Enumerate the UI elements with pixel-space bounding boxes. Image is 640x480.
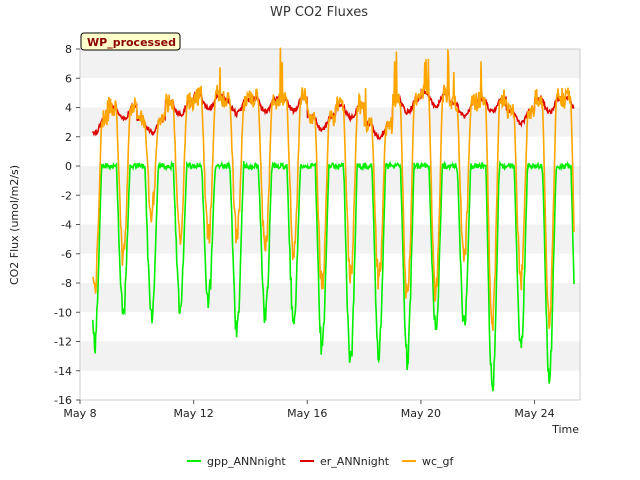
y-tick-label: 6: [65, 72, 72, 85]
x-tick-label: May 16: [287, 407, 327, 420]
x-tick-label: May 12: [174, 407, 214, 420]
legend-item: gpp_ANNnight: [187, 455, 286, 468]
legend-item: wc_gf: [402, 455, 455, 468]
x-tick-label: May 20: [401, 407, 441, 420]
y-tick-label: -16: [54, 394, 72, 407]
y-tick-label: -8: [61, 277, 72, 290]
y-axis-ticks: 8 6 4 2 0 -2 -4 -6 -8 -10 -12 -14 -16: [54, 43, 80, 407]
series-line-gpp-annnight: [92, 160, 575, 392]
plot-band: [80, 195, 580, 225]
series-layer: [92, 47, 575, 392]
y-axis-label: CO2 Flux (umol/m2/s): [8, 165, 21, 285]
plot-band: [80, 370, 580, 400]
y-tick-label: -6: [61, 248, 72, 261]
y-tick-label: 8: [65, 43, 72, 56]
plot-band: [80, 312, 580, 342]
legend-label: wc_gf: [422, 455, 455, 468]
y-tick-label: -12: [54, 336, 72, 349]
y-tick-label: -2: [61, 189, 72, 202]
processed-badge-box: [80, 32, 181, 51]
plot-band: [80, 78, 580, 108]
processed-badge: WP_processed: [80, 32, 181, 51]
legend: gpp_ANNnight er_ANNnight wc_gf: [187, 455, 455, 468]
series-line-wc-gf: [92, 47, 575, 331]
x-tick-label: May 24: [514, 407, 554, 420]
y-tick-label: -10: [54, 306, 72, 319]
x-axis-ticks: May 8 May 12 May 16 May 20 May 24: [63, 400, 555, 420]
y-tick-label: 2: [65, 131, 72, 144]
legend-label: gpp_ANNnight: [207, 455, 286, 468]
plot-band: [80, 49, 580, 79]
x-axis-label: Time: [551, 423, 579, 436]
y-tick-label: -4: [61, 219, 72, 232]
y-tick-label: 4: [65, 102, 72, 115]
x-tick-label: May 8: [63, 407, 96, 420]
plot-band: [80, 341, 580, 371]
y-tick-label: -14: [54, 365, 72, 378]
y-tick-label: 0: [65, 160, 72, 173]
legend-label: er_ANNnight: [320, 455, 390, 468]
legend-item: er_ANNnight: [300, 455, 390, 468]
plot-band: [80, 283, 580, 313]
plot-band: [80, 136, 580, 166]
chart-title: WP CO2 Fluxes: [270, 5, 368, 20]
processed-badge-text: WP_processed: [87, 36, 176, 49]
